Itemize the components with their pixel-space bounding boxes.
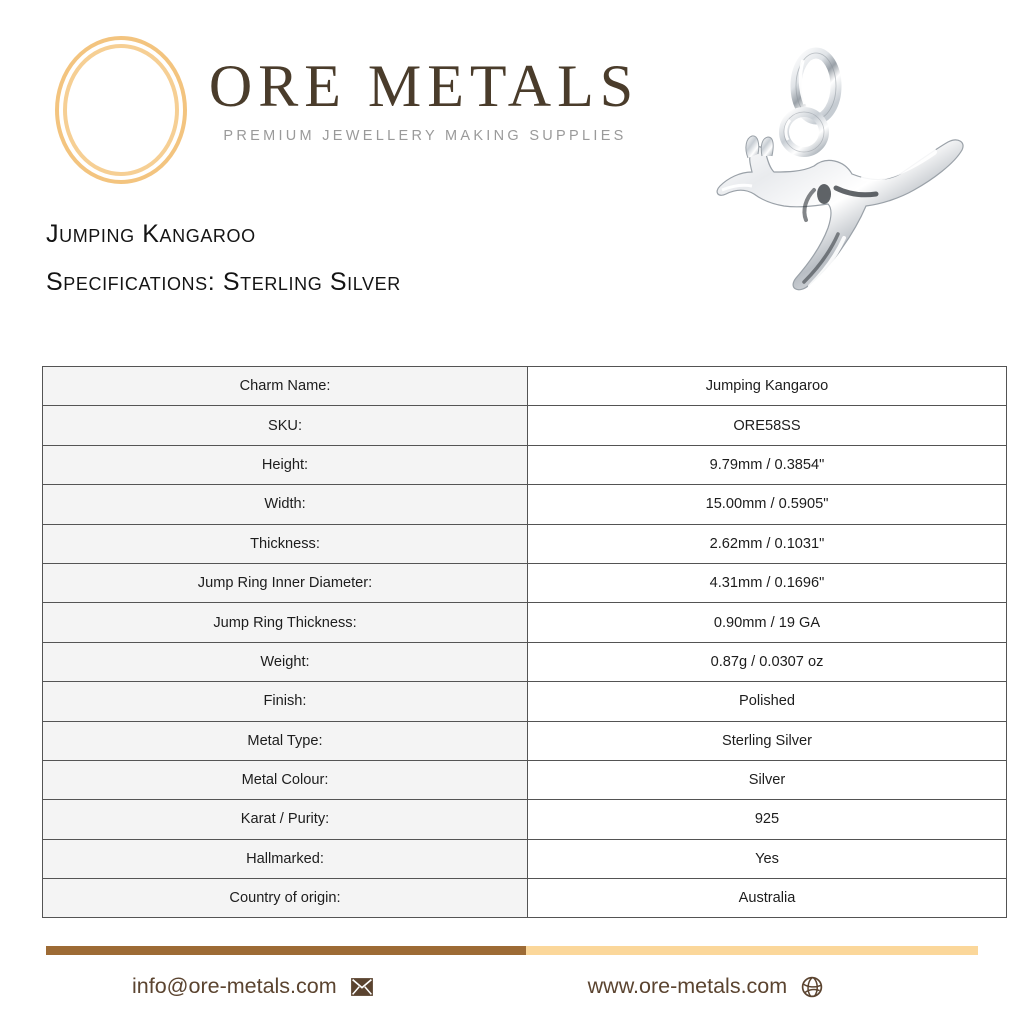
brand-logo: ORE METALS PREMIUM JEWELLERY MAKING SUPP… (52, 34, 652, 184)
spec-label-cell: Karat / Purity: (42, 799, 528, 840)
spec-value-cell: Australia (527, 878, 1007, 919)
footer-divider-bar (46, 946, 978, 955)
logo-rings-icon (52, 34, 190, 186)
footer-email-text: info@ore-metals.com (132, 974, 337, 998)
brand-tagline: PREMIUM JEWELLERY MAKING SUPPLIES (223, 128, 627, 144)
spec-value-cell: 0.90mm / 19 GA (527, 602, 1007, 643)
table-row: Jump Ring Inner Diameter: 4.31mm / 0.1696… (42, 562, 1007, 604)
spec-value-cell: Jumping Kangaroo (527, 365, 1007, 407)
table-row: Jump Ring Thickness: 0.90mm / 19 GA (42, 602, 1007, 643)
footer: info@ore-metals.com www.ore-metals.com (0, 934, 1024, 1024)
table-row: Height: 9.79mm / 0.3854" (42, 444, 1007, 486)
spec-value-cell: 9.79mm / 0.3854" (527, 444, 1007, 486)
table-row: Karat / Purity: 925 (42, 799, 1007, 840)
spec-value-cell: 2.62mm / 0.1031" (527, 523, 1007, 564)
spec-value-cell: 15.00mm / 0.5905" (527, 484, 1007, 525)
spec-label-cell: Metal Type: (42, 720, 528, 761)
spec-value-cell: Yes (527, 838, 1007, 880)
spec-value-cell: Sterling Silver (527, 720, 1007, 761)
spec-label-cell: Width: (42, 484, 528, 525)
footer-contacts: info@ore-metals.com www.ore-metals.com (46, 964, 978, 1009)
globe-icon (801, 976, 823, 998)
spec-label-cell: Jump Ring Inner Diameter: (42, 562, 528, 604)
jump-ring (779, 107, 829, 157)
footer-bar-right-segment (525, 946, 978, 955)
spec-label-cell: Metal Colour: (42, 759, 528, 801)
table-row: Finish: Polished (42, 681, 1007, 722)
spec-value-cell: ORE58SS (527, 405, 1007, 446)
spec-label-cell: Thickness: (42, 523, 528, 564)
spec-value-cell: 925 (527, 799, 1007, 840)
footer-website[interactable]: www.ore-metals.com (588, 974, 824, 999)
table-row: Thickness: 2.62mm / 0.1031" (42, 523, 1007, 564)
table-row: Weight: 0.87g / 0.0307 oz (42, 641, 1007, 683)
header: ORE METALS PREMIUM JEWELLERY MAKING SUPP… (0, 0, 1024, 345)
brand-name: ORE METALS (208, 53, 640, 119)
table-row: Hallmarked: Yes (42, 838, 1007, 880)
spec-label-cell: Finish: (42, 681, 528, 722)
kangaroo-body (716, 135, 964, 291)
spec-label-cell: Height: (42, 444, 528, 486)
spec-label-cell: Jump Ring Thickness: (42, 602, 528, 643)
spec-value-cell: 0.87g / 0.0307 oz (527, 641, 1007, 683)
product-photo (686, 38, 986, 328)
spec-label-cell: Weight: (42, 641, 528, 683)
spec-label-cell: SKU: (42, 405, 528, 446)
page-subtitle: Specifications: Sterling Silver (46, 268, 401, 296)
envelope-icon (350, 976, 373, 998)
footer-bar-left-segment (46, 946, 526, 955)
table-row: Country of origin: Australia (42, 878, 1007, 919)
spec-value-cell: Silver (527, 759, 1007, 801)
spec-value-cell: Polished (527, 681, 1007, 722)
logo-wordmark: ORE METALS PREMIUM JEWELLERY MAKING SUPP… (192, 56, 652, 144)
specifications-table-body: Charm Name: Jumping Kangaroo SKU: ORE58SS He… (42, 365, 1007, 919)
table-row: Metal Type: Sterling Silver (42, 720, 1007, 761)
product-titles: Jumping Kangaroo Specifications: Sterlin… (46, 222, 401, 295)
footer-website-text: www.ore-metals.com (587, 974, 788, 998)
table-row: Charm Name: Jumping Kangaroo (42, 365, 1007, 407)
specifications-table: Charm Name: Jumping Kangaroo SKU: ORE58SS He… (42, 365, 1007, 919)
table-row: SKU: ORE58SS (42, 405, 1007, 446)
spec-value-cell: 4.31mm / 0.1696" (527, 562, 1007, 604)
table-row: Metal Colour: Silver (42, 759, 1007, 801)
page-title: Jumping Kangaroo (46, 220, 256, 248)
spec-label-cell: Hallmarked: (42, 838, 528, 880)
footer-email[interactable]: info@ore-metals.com (132, 974, 373, 999)
spec-label-cell: Charm Name: (42, 365, 528, 407)
table-row: Width: 15.00mm / 0.5905" (42, 484, 1007, 525)
spec-label-cell: Country of origin: (42, 878, 528, 919)
